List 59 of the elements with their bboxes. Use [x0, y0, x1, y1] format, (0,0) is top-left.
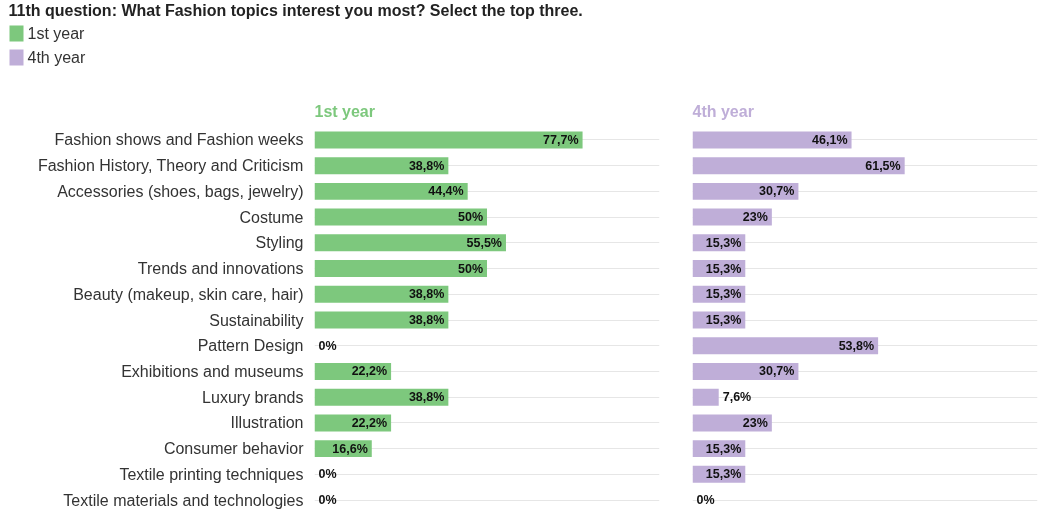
data-label: 38,8%: [408, 287, 445, 302]
y-tick-label: Sustainability: [209, 311, 304, 329]
y-tick-label: Accessories (shoes, bags, jewelry): [57, 182, 304, 200]
data-label: 15,3%: [705, 235, 742, 250]
y-tick-label: Fashion shows and Fashion weeks: [54, 131, 304, 149]
bar: [692, 157, 905, 175]
y-tick-label: Textile materials and technologies: [63, 491, 304, 509]
legend-label: 4th year: [27, 49, 86, 66]
data-label: 23%: [742, 210, 768, 225]
legend-label: 1st year: [27, 25, 86, 42]
data-label: 0%: [318, 467, 337, 482]
bar: [314, 182, 468, 200]
chart-subtitle: 4th year: [692, 102, 754, 120]
y-tick-label: Pattern Design: [197, 337, 304, 355]
y-tick-label: Beauty (makeup, skin care, hair): [73, 285, 304, 303]
bar: [314, 234, 506, 252]
y-tick-label: Textile printing techniques: [119, 465, 304, 483]
data-label: 7,6%: [722, 390, 752, 405]
data-label: 15,3%: [705, 441, 742, 456]
data-label: 77,7%: [543, 132, 579, 147]
chart-subtitle: 1st year: [314, 102, 375, 120]
y-tick-label: Costume: [239, 208, 304, 226]
chart-title: 11th question: What Fashion topics interest you most? Select the top three.: [8, 2, 583, 19]
bar: [314, 208, 487, 226]
data-label: 22,2%: [351, 415, 388, 430]
y-tick-label: Consumer behavior: [163, 440, 305, 458]
data-label: 15,3%: [705, 287, 742, 302]
data-label: 30,7%: [758, 364, 795, 379]
data-label: 23%: [742, 415, 768, 430]
data-label: 38,8%: [408, 313, 445, 327]
data-label: 0%: [318, 338, 337, 353]
data-label: 30,7%: [758, 184, 795, 199]
data-label: 0%: [318, 493, 337, 508]
bar: [692, 337, 879, 355]
data-label: 61,5%: [865, 158, 901, 173]
data-label: 38,8%: [408, 390, 445, 405]
y-tick-label: Trends and innovations: [137, 260, 304, 278]
y-tick-label: Luxury brands: [202, 388, 304, 406]
y-tick-label: Exhibitions and museums: [121, 362, 304, 380]
data-label: 38,8%: [408, 158, 445, 173]
y-tick-label: Illustration: [230, 414, 304, 432]
y-tick-label: Fashion History, Theory and Criticism: [37, 157, 304, 175]
data-label: 15,3%: [705, 261, 742, 276]
data-label: 15,3%: [705, 313, 742, 327]
bar: [314, 260, 487, 278]
y-tick-label: Styling: [255, 234, 304, 252]
data-label: 55,5%: [466, 235, 502, 250]
bar: [314, 131, 583, 149]
data-label: 53,8%: [838, 338, 875, 353]
bar: [692, 388, 719, 406]
data-label: 46,1%: [812, 132, 848, 147]
data-label: 44,4%: [428, 184, 464, 199]
data-label: 22,2%: [351, 364, 388, 379]
data-label: 16,6%: [332, 441, 368, 456]
data-label: 15,3%: [705, 467, 742, 482]
data-label: 50%: [457, 261, 484, 276]
bar: [692, 131, 852, 149]
data-label: 0%: [696, 493, 715, 508]
data-label: 50%: [457, 210, 484, 225]
